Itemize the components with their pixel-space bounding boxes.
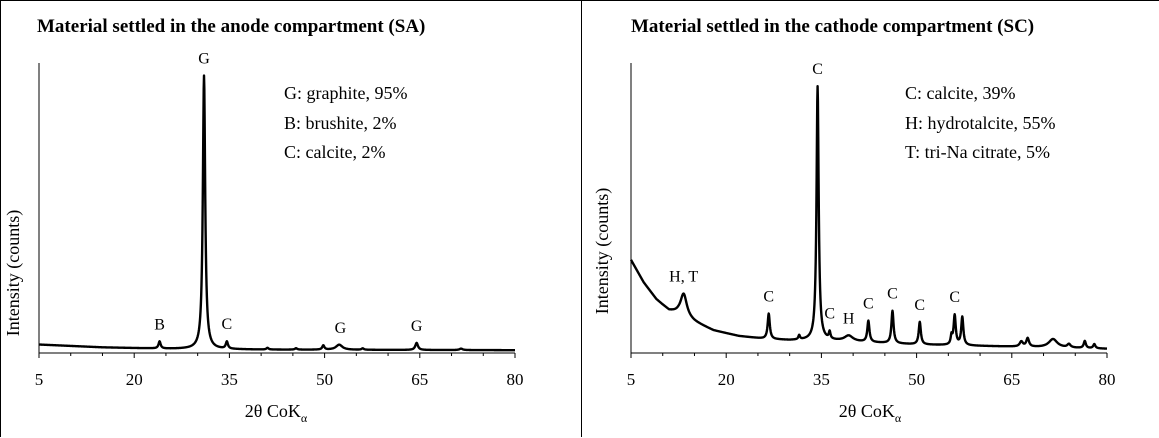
- legend-item: C: calcite, 39%: [905, 83, 1015, 103]
- peak-label: C: [863, 296, 874, 313]
- peak-label: C: [824, 305, 835, 322]
- x-tick-label: 50: [908, 370, 925, 389]
- peak-label: C: [222, 316, 233, 333]
- xrd-chart-cathode: Material settled in the cathode compartm…: [592, 16, 1116, 425]
- legend-item: B: brushite, 2%: [284, 113, 397, 133]
- chart-panel-cathode: Material settled in the cathode compartm…: [581, 0, 1159, 437]
- y-axis-label: Intensity (counts): [3, 210, 24, 336]
- peak-label: G: [335, 320, 347, 337]
- x-tick-label: 65: [411, 370, 428, 389]
- series-line: [38, 74, 516, 352]
- x-tick-label: 50: [316, 370, 333, 389]
- legend: C: calcite, 39% H: hydrotalcite, 55% T: …: [905, 83, 1055, 162]
- x-tick-label: 5: [35, 370, 44, 389]
- peak-label: C: [887, 286, 898, 303]
- x-axis-label: 2θ CoKα: [245, 401, 308, 425]
- peak-label: H: [843, 310, 855, 327]
- peak-label: C: [949, 289, 960, 306]
- chart-title: Material settled in the anode compartmen…: [37, 16, 425, 37]
- peak-label: B: [154, 316, 165, 333]
- x-tick-label: 5: [627, 370, 636, 389]
- x-tick-label: 35: [813, 370, 830, 389]
- legend-item: H: hydrotalcite, 55%: [905, 113, 1055, 133]
- x-tick-label: 80: [507, 370, 524, 389]
- y-axis-label: Intensity (counts): [592, 188, 613, 314]
- x-tick-label: 35: [221, 370, 238, 389]
- peak-label: C: [812, 61, 823, 78]
- peak-label: G: [198, 51, 210, 68]
- legend-item: C: calcite, 2%: [284, 142, 385, 162]
- x-tick-label: 20: [126, 370, 143, 389]
- peak-label: C: [914, 297, 925, 314]
- legend: G: graphite, 95% B: brushite, 2% C: calc…: [284, 83, 407, 162]
- x-axis-label: 2θ CoKα: [839, 401, 902, 425]
- peak-label: H, T: [669, 269, 698, 286]
- peak-label: G: [411, 318, 423, 335]
- legend-item: T: tri-Na citrate, 5%: [905, 142, 1050, 162]
- x-tick-label: 20: [718, 370, 735, 389]
- x-tick-label: 80: [1099, 370, 1116, 389]
- legend-item: G: graphite, 95%: [284, 83, 407, 103]
- series-line: [629, 85, 1108, 350]
- chart-title: Material settled in the cathode compartm…: [631, 16, 1034, 37]
- peak-label: C: [763, 289, 774, 306]
- xrd-chart-anode: Material settled in the anode compartmen…: [3, 16, 524, 425]
- x-tick-label: 65: [1003, 370, 1020, 389]
- chart-panel-anode: Material settled in the anode compartmen…: [0, 0, 582, 437]
